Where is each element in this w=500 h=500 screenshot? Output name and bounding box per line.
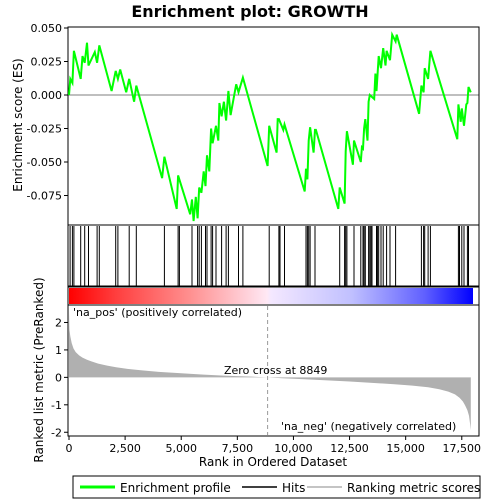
legend-hits-label: Hits (282, 481, 305, 495)
es-y-tick-label: 0.000 (31, 89, 63, 102)
na-neg-annotation: 'na_neg' (negatively correlated) (281, 420, 456, 433)
ranked-metric-panel: -2 -1 0 1 2 Ranked list metric (PreRanked) '… (32, 277, 480, 463)
es-y-ticks: -0.075 -0.050 -0.025 0.000 0.025 0.050 (27, 22, 68, 203)
ranking-color-bar (67, 286, 480, 306)
metric-y-ticks: -2 -1 0 1 2 (51, 316, 68, 439)
legend-metric-label: Ranking metric scores (347, 481, 480, 495)
es-y-tick-label: 0.025 (31, 56, 63, 69)
hits-panel (67, 224, 480, 288)
enrichment-profile-line (68, 31, 472, 222)
legend-enrichment-label: Enrichment profile (120, 481, 231, 495)
x-tick-label: 10,000 (274, 442, 313, 455)
es-y-axis-title: Enrichment score (ES) (11, 58, 25, 191)
x-tick-label: 5,000 (165, 442, 197, 455)
metric-y-tick-label: -1 (51, 399, 62, 412)
chart-title: Enrichment plot: GROWTH (131, 2, 368, 21)
enrichment-score-panel: -0.075 -0.050 -0.025 0.000 0.025 0.050 Enrich… (11, 22, 480, 287)
na-pos-annotation: 'na_pos' (positively correlated) (73, 306, 242, 319)
legend: Enrichment profile Hits Ranking metric s… (72, 475, 481, 499)
zero-cross-annotation: Zero cross at 8849 (224, 364, 327, 377)
x-tick-label: 0 (66, 442, 73, 455)
es-y-tick-label: -0.075 (27, 190, 62, 203)
es-y-tick-label: 0.050 (31, 22, 63, 35)
es-panel-frame (67, 26, 480, 287)
x-tick-label: 15,000 (386, 442, 425, 455)
metric-y-axis-title: Ranked list metric (PreRanked) (32, 277, 46, 462)
es-y-tick-label: -0.025 (27, 123, 62, 136)
x-tick-label: 17,500 (443, 442, 482, 455)
x-tick-label: 7,500 (222, 442, 254, 455)
x-axis-title: Rank in Ordered Dataset (199, 455, 347, 469)
x-axis: 0 2,500 5,000 7,500 10,000 12,500 15,000 17,500 (66, 436, 482, 455)
metric-y-tick-label: 1 (55, 344, 62, 357)
es-y-tick-label: -0.050 (27, 156, 62, 169)
x-tick-label: 2,500 (109, 442, 141, 455)
metric-y-tick-label: -2 (51, 426, 62, 439)
x-tick-label: 12,500 (330, 442, 369, 455)
metric-panel-frame (67, 304, 480, 437)
metric-y-tick-label: 2 (55, 316, 62, 329)
metric-y-tick-label: 0 (55, 371, 62, 384)
ranking-gradient-bar (69, 288, 473, 304)
hit-markers (69, 226, 469, 286)
